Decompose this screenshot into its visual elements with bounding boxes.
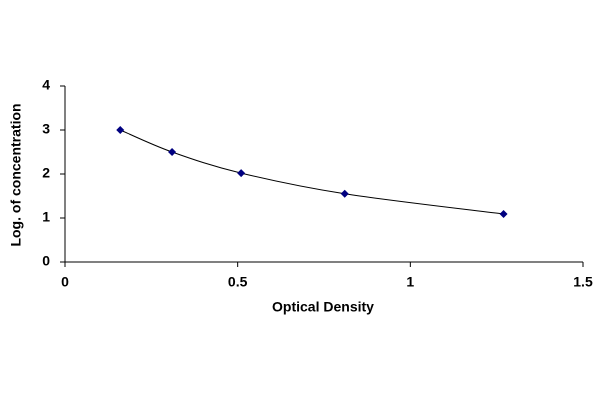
x-tick-label: 1.5 bbox=[573, 274, 593, 290]
point bbox=[237, 169, 246, 178]
y-tick-label: 0 bbox=[42, 253, 50, 269]
x-tick-label: 0.5 bbox=[228, 274, 248, 290]
x-tick-label: 1 bbox=[406, 274, 414, 290]
x-axis-label: Optical Density bbox=[272, 299, 374, 315]
point bbox=[499, 210, 508, 219]
x-tick-label: 0 bbox=[61, 274, 69, 290]
series-line bbox=[120, 129, 504, 215]
point bbox=[340, 189, 349, 198]
y-tick-label: 4 bbox=[42, 77, 50, 93]
y-tick-label: 3 bbox=[42, 121, 50, 137]
point bbox=[168, 148, 177, 156]
y-axis-label: Log. of concentration bbox=[8, 103, 24, 246]
point bbox=[116, 126, 125, 134]
y-tick-label: 1 bbox=[42, 209, 50, 225]
y-tick-label: 2 bbox=[42, 165, 50, 181]
